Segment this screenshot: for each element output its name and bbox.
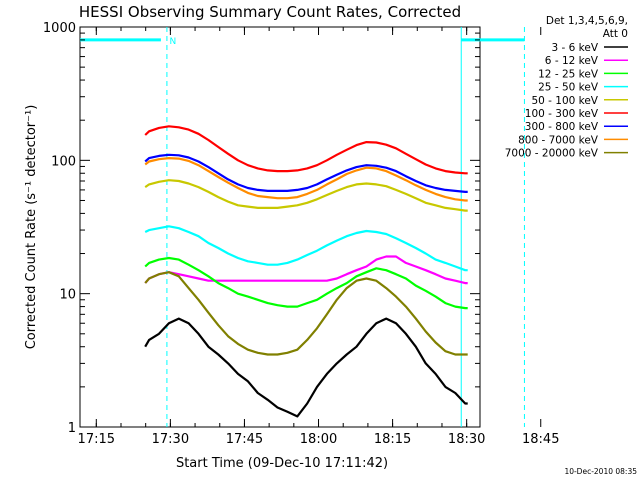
chart-title: HESSI Observing Summary Count Rates, Cor… — [79, 3, 461, 21]
x-tick-label-18:45: 18:45 — [522, 432, 559, 447]
x-tick-label-18:30: 18:30 — [448, 432, 485, 447]
legend-label-1: 6 - 12 keV — [545, 55, 599, 67]
y-axis-label: Corrected Count Rate (s⁻¹ detector⁻¹) — [24, 105, 39, 350]
x-tick-label-17:30: 17:30 — [152, 432, 189, 447]
series-line-7 — [145, 158, 468, 200]
series-group — [145, 126, 468, 416]
legend-label-2: 12 - 25 keV — [538, 68, 599, 80]
y-tick-label-1000: 1000 — [43, 21, 76, 36]
legend-header-line-2: Att 0 — [603, 28, 628, 40]
legend-label-3: 25 - 50 keV — [538, 82, 599, 94]
legend-label-7: 800 - 7000 keV — [518, 134, 599, 146]
legend-label-0: 3 - 6 keV — [551, 42, 598, 54]
y-tick-label-1: 1 — [68, 421, 76, 436]
legend-label-5: 100 - 300 keV — [525, 108, 599, 120]
series-line-2 — [145, 258, 468, 308]
y-tick-label-100: 100 — [51, 154, 76, 169]
time-guides: N — [80, 27, 524, 427]
series-line-0 — [145, 319, 468, 417]
series-line-3 — [145, 226, 468, 270]
x-axis-label: Start Time (09-Dec-10 17:11:42) — [176, 456, 388, 471]
x-tick-label-18:15: 18:15 — [374, 432, 411, 447]
axes: 17:15 17:30 17:45 18:00 18:15 18:30 18:45 1 10 10… — [43, 21, 560, 447]
plot-frame — [80, 27, 480, 427]
x-tick-label-17:45: 17:45 — [226, 432, 263, 447]
x-tick-label-17:15: 17:15 — [78, 432, 115, 447]
plot-timestamp: 10-Dec-2010 08:35 — [564, 467, 637, 476]
x-tick-label-18:00: 18:00 — [300, 432, 337, 447]
legend-label-6: 300 - 800 keV — [525, 121, 599, 133]
series-line-8 — [145, 272, 468, 354]
attenuator-marker-label: N — [170, 37, 177, 47]
legend-label-4: 50 - 100 keV — [531, 95, 598, 107]
legend-label-8: 7000 - 20000 keV — [505, 148, 599, 160]
series-line-4 — [145, 180, 468, 210]
y-tick-label-10: 10 — [59, 288, 76, 303]
series-line-1 — [145, 257, 468, 284]
legend-header-line-1: Det 1,3,4,5,6,9, — [546, 15, 628, 27]
plot-border — [80, 27, 480, 427]
series-line-5 — [145, 126, 468, 173]
